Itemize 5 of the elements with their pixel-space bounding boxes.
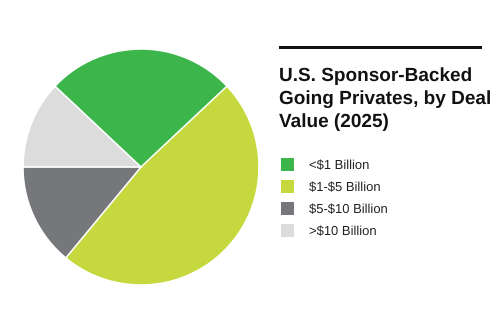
text: U.S. Sponsor-Backed Going Privates, by Deal Value (2025) — [279, 64, 492, 133]
legend-label: >$10 Billion — [309, 222, 377, 238]
legend-label: $5-$10 Billion — [309, 200, 388, 216]
legend-label: <$1 Billion — [309, 156, 370, 172]
legend-label: $1-$5 Billion — [309, 178, 381, 194]
